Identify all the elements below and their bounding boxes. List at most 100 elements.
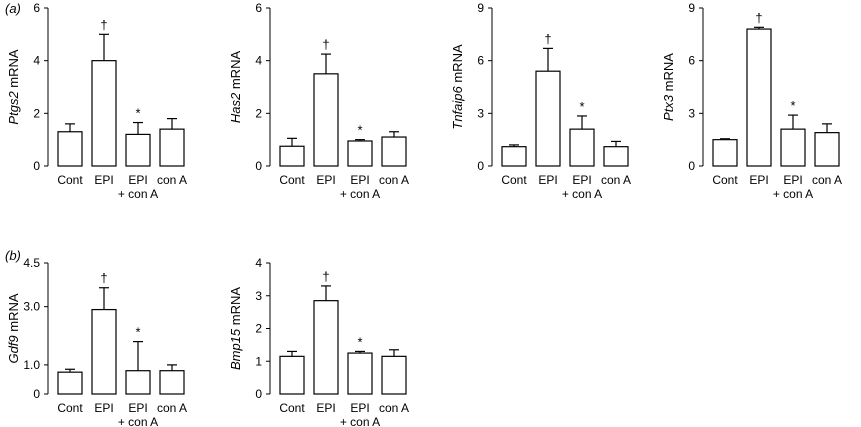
bar: [279, 355, 305, 395]
category-label: Cont: [501, 173, 527, 187]
bar: [780, 128, 806, 167]
category-label: EPI: [94, 173, 113, 187]
y-tick-label: 6: [33, 1, 40, 15]
category-label: EPI: [572, 173, 591, 187]
y-tick-label: 4: [255, 256, 262, 270]
bar: [347, 352, 373, 395]
bar: [313, 73, 339, 167]
category-label: EPI: [128, 173, 147, 187]
y-axis-label-suffix: mRNA: [228, 51, 243, 93]
category-label: con A: [379, 401, 409, 415]
category-sublabel: + con A: [340, 415, 380, 427]
bar: [814, 132, 840, 167]
category-label: EPI: [316, 401, 335, 415]
y-axis-label-gene: Bmp15: [228, 328, 243, 370]
bar: [125, 133, 151, 167]
y-tick-label: 0: [688, 159, 695, 173]
category-label: Cont: [279, 173, 305, 187]
category-label: con A: [157, 173, 187, 187]
y-axis-label: Ptx3 mRNA: [661, 53, 676, 121]
bar: [569, 128, 595, 167]
y-tick-label: 4: [255, 54, 262, 68]
bar: [279, 145, 305, 167]
bar: [501, 146, 527, 167]
y-tick-label: 0: [33, 159, 40, 173]
category-label: EPI: [538, 173, 557, 187]
y-tick-label: 0: [255, 159, 262, 173]
dagger-mark: †: [322, 269, 329, 284]
y-axis-label-gene: Gdf9: [6, 335, 21, 363]
dagger-mark: †: [322, 37, 329, 52]
asterisk-mark: *: [135, 106, 140, 121]
bar: [159, 128, 185, 167]
dagger-mark: †: [100, 17, 107, 32]
y-tick-label: 4: [33, 54, 40, 68]
category-label: con A: [157, 401, 187, 415]
y-axis-label: Gdf9 mRNA: [6, 293, 21, 363]
y-tick-label: 1: [255, 354, 262, 368]
bar: [347, 140, 373, 167]
y-tick-label: 9: [688, 1, 695, 15]
y-axis-label: Has2 mRNA: [228, 51, 243, 124]
y-axis-label-suffix: mRNA: [228, 287, 243, 329]
category-sublabel: + con A: [118, 415, 158, 427]
y-axis-label-gene: Tnfaip6: [450, 86, 465, 130]
bar: [57, 371, 83, 395]
y-tick-label: 0: [255, 387, 262, 401]
y-tick-label: 2: [255, 322, 262, 336]
asterisk-mark: *: [357, 123, 362, 138]
y-tick-label: 2: [255, 106, 262, 120]
y-tick-label: 6: [688, 54, 695, 68]
y-tick-label: 3: [477, 106, 484, 120]
category-label: EPI: [749, 173, 768, 187]
y-tick-label: 3: [688, 106, 695, 120]
y-axis-label: Ptgs2 mRNA: [6, 49, 21, 124]
category-sublabel: + con A: [562, 187, 602, 201]
y-tick-label: 4.5: [23, 256, 40, 270]
dagger-mark: †: [755, 10, 762, 25]
category-sublabel: + con A: [340, 187, 380, 201]
panel-label-a: (a): [5, 1, 21, 16]
bar: [57, 131, 83, 167]
category-label: EPI: [350, 401, 369, 415]
y-axis-label: Tnfaip6 mRNA: [450, 44, 465, 130]
y-axis-label-gene: Ptgs2: [6, 91, 21, 125]
y-axis-label: Bmp15 mRNA: [228, 287, 243, 370]
category-label: con A: [379, 173, 409, 187]
y-tick-label: 3.0: [23, 300, 40, 314]
y-axis-label-suffix: mRNA: [6, 49, 21, 91]
y-tick-label: 2: [33, 106, 40, 120]
category-label: Cont: [712, 173, 738, 187]
category-label: EPI: [783, 173, 802, 187]
asterisk-mark: *: [135, 325, 140, 340]
y-tick-label: 1.0: [23, 358, 40, 372]
panel-label-b: (b): [5, 248, 21, 263]
bar: [313, 300, 339, 395]
y-tick-label: 6: [477, 54, 484, 68]
category-label: EPI: [128, 401, 147, 415]
asterisk-mark: *: [790, 98, 795, 113]
y-tick-label: 3: [255, 289, 262, 303]
category-label: EPI: [94, 401, 113, 415]
category-sublabel: + con A: [118, 187, 158, 201]
y-axis-label-suffix: mRNA: [450, 44, 465, 86]
bar: [159, 370, 185, 395]
bar: [535, 70, 561, 167]
category-sublabel: + con A: [773, 187, 813, 201]
asterisk-mark: *: [579, 99, 584, 114]
category-label: EPI: [316, 173, 335, 187]
y-axis-label-suffix: mRNA: [661, 53, 676, 95]
y-axis-label-gene: Has2: [228, 92, 243, 123]
y-tick-label: 0: [33, 387, 40, 401]
category-label: EPI: [350, 173, 369, 187]
bar: [603, 146, 629, 167]
category-label: con A: [812, 173, 842, 187]
bar: [746, 28, 772, 167]
y-tick-label: 0: [477, 159, 484, 173]
bar: [381, 355, 407, 395]
bar: [125, 370, 151, 395]
y-axis-label-suffix: mRNA: [6, 293, 21, 335]
category-label: Cont: [279, 401, 305, 415]
dagger-mark: †: [544, 31, 551, 46]
category-label: Cont: [57, 173, 83, 187]
